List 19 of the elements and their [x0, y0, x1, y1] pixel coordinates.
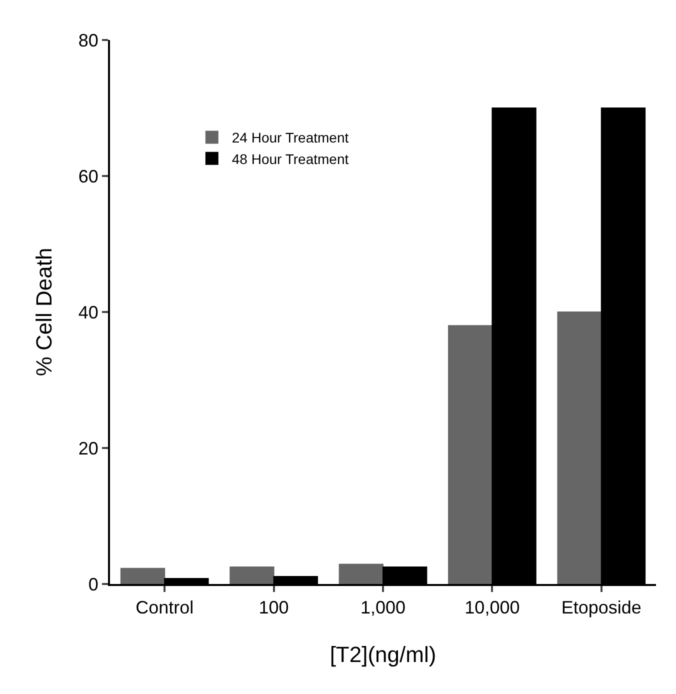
x-tick-label: Control [136, 598, 194, 618]
bar [120, 568, 166, 584]
bar [557, 312, 602, 584]
x-tick-label: 100 [258, 598, 289, 618]
x-axis-title: [T2](ng/ml) [330, 642, 436, 667]
bar [230, 566, 274, 584]
x-tick-label: Etoposide [561, 598, 642, 618]
x-tick-label: 1,000 [360, 598, 406, 618]
y-tick-label: 60 [78, 166, 98, 186]
y-tick-label: 80 [78, 30, 98, 50]
bar [338, 564, 384, 584]
x-tick-label: 10,000 [464, 598, 520, 618]
y-axis-title: % Cell Death [32, 248, 57, 376]
y-tick-label: 40 [78, 302, 98, 322]
y-tick-label: 0 [88, 574, 98, 594]
legend-label: 48 Hour Treatment [232, 150, 349, 167]
y-tick-label: 20 [78, 438, 98, 458]
bar [448, 325, 493, 584]
legend-label: 24 Hour Treatment [232, 130, 349, 146]
